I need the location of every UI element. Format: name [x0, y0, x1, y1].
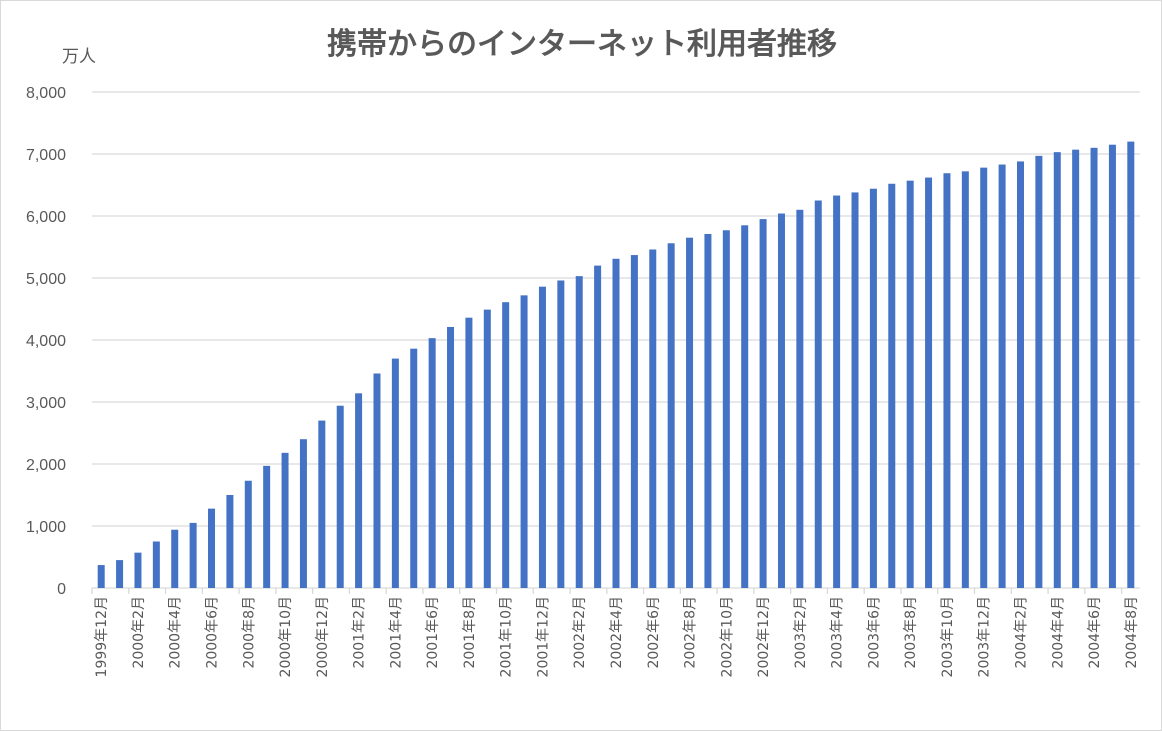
x-tick-label: 2003年12月 [977, 596, 993, 677]
bar [465, 317, 473, 588]
x-tick-label: 2002年6月 [646, 596, 662, 669]
bar [502, 302, 510, 588]
x-tick-label: 2001年2月 [352, 596, 368, 669]
bar [759, 219, 767, 588]
x-tick-label: 2003年8月 [903, 596, 919, 669]
bar [428, 338, 436, 588]
bar [851, 192, 859, 588]
x-tick-label: 2000年12月 [315, 596, 331, 677]
bar [208, 508, 216, 588]
y-tick-label: 0 [57, 581, 66, 598]
bar [152, 541, 160, 588]
bar [796, 209, 804, 589]
x-tick-label: 2002年10月 [719, 596, 735, 677]
bar [833, 195, 841, 589]
bar [777, 213, 785, 588]
bar [299, 439, 307, 588]
bar [1072, 149, 1080, 588]
y-tick-label: 3,000 [26, 395, 66, 412]
bar [263, 465, 271, 588]
x-tick-label: 2003年10月 [940, 596, 956, 677]
bar [1035, 155, 1043, 589]
bar [1090, 147, 1098, 589]
bar [1127, 141, 1135, 588]
x-tick-label: 2003年4月 [830, 596, 846, 669]
x-tick-label: 2004年2月 [1013, 596, 1029, 669]
bar [447, 326, 455, 588]
y-tick-label: 8,000 [26, 85, 66, 102]
bar [116, 560, 124, 588]
x-tick-label: 2001年8月 [462, 596, 478, 669]
bar [575, 276, 583, 588]
bar [355, 393, 363, 588]
bar [373, 373, 381, 588]
bar [1016, 161, 1024, 588]
bar [1053, 152, 1061, 588]
bar [649, 249, 657, 589]
bar [686, 237, 694, 588]
bar [612, 258, 620, 588]
x-tick-label: 2001年12月 [535, 596, 551, 677]
x-tick-label: 2001年4月 [388, 596, 404, 669]
bar [667, 243, 675, 588]
bar [943, 173, 951, 588]
bar [998, 164, 1006, 589]
x-tick-label: 2003年6月 [866, 596, 882, 669]
bar [483, 309, 491, 588]
bar [925, 177, 933, 588]
bar [391, 358, 399, 588]
bar [704, 233, 712, 589]
bar [814, 200, 822, 588]
x-tick-label: 2000年6月 [205, 596, 221, 669]
y-tick-label: 6,000 [26, 209, 66, 226]
bar [134, 552, 142, 588]
bar [961, 171, 969, 589]
y-tick-label: 2,000 [26, 457, 66, 474]
bar [226, 495, 234, 588]
y-tick-label: 7,000 [26, 147, 66, 164]
bar [244, 480, 252, 588]
bar [410, 348, 418, 588]
bar [741, 225, 749, 589]
bar [980, 167, 988, 588]
bar [318, 420, 326, 588]
x-tick-label: 2002年4月 [609, 596, 625, 669]
x-tick-label: 2002年2月 [572, 596, 588, 669]
x-tick-label: 2000年4月 [168, 596, 184, 669]
y-tick-label: 4,000 [26, 333, 66, 350]
x-tick-label: 2003年2月 [793, 596, 809, 669]
y-axis-unit-label: 万人 [62, 47, 96, 67]
x-tick-label: 2004年8月 [1124, 596, 1140, 669]
y-tick-label: 1,000 [26, 519, 66, 536]
bar [97, 565, 105, 588]
bar [869, 188, 877, 588]
bar [520, 295, 528, 588]
bar [594, 265, 602, 588]
bar [557, 280, 565, 588]
bar [336, 405, 344, 588]
x-tick-label: 2001年10月 [499, 596, 515, 677]
x-tick-label: 1999年12月 [94, 596, 110, 677]
bar [630, 255, 638, 588]
x-tick-label: 2004年6月 [1087, 596, 1103, 669]
bar [171, 529, 179, 588]
x-tick-label: 2000年2月 [131, 596, 147, 669]
x-tick-label: 2002年12月 [756, 596, 772, 677]
bar [888, 183, 896, 588]
x-tick-label: 2002年8月 [683, 596, 699, 669]
bar [906, 180, 914, 588]
x-tick-label: 2001年6月 [425, 596, 441, 669]
y-tick-label: 5,000 [26, 271, 66, 288]
bar [281, 452, 289, 588]
chart-title: 携帯からのインターネット利用者推移 [327, 27, 837, 62]
bar [538, 286, 546, 588]
x-tick-label: 2000年10月 [278, 596, 294, 677]
bar [189, 522, 197, 588]
bar [722, 230, 730, 588]
x-tick-label: 2000年8月 [241, 596, 257, 669]
x-tick-label: 2004年4月 [1050, 596, 1066, 669]
bar [1108, 144, 1116, 588]
